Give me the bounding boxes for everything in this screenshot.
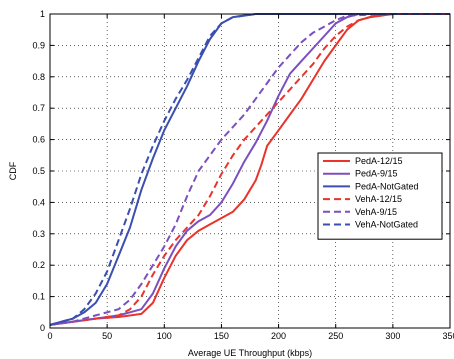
- legend: PedA-12/15 PedA-9/15 PedA-NotGated VehA-12/…: [317, 152, 443, 240]
- x-tick-label: 100: [157, 331, 172, 341]
- series-line-4: [49, 13, 450, 326]
- y-tick-label: 0.4: [32, 197, 45, 207]
- x-tick-label: 200: [271, 331, 286, 341]
- x-axis-label: Average UE Throughput (kbps): [188, 348, 312, 358]
- series-line-2: [49, 13, 450, 326]
- legend-label: PedA-12/15: [355, 156, 403, 166]
- x-tick-label: 0: [47, 331, 52, 341]
- legend-label: PedA-9/15: [355, 169, 398, 179]
- y-tick-label: 0.9: [32, 40, 45, 50]
- y-tick-label: 0.5: [32, 166, 45, 176]
- series-lines: [49, 13, 450, 326]
- series-line-1: [49, 13, 450, 326]
- legend-label: VehA-NotGated: [355, 220, 418, 230]
- series-line-6: [49, 13, 450, 326]
- y-tick-label: 0.7: [32, 103, 45, 113]
- y-tick-label: 0.6: [32, 135, 45, 145]
- y-axis-label: CDF: [8, 161, 18, 180]
- x-tick-label: 300: [385, 331, 400, 341]
- x-tick-label: 250: [328, 331, 343, 341]
- legend-label: VehA-9/15: [355, 207, 397, 217]
- x-tick-label: 150: [214, 331, 229, 341]
- y-tick-label: 0.1: [32, 292, 45, 302]
- legend-label: VehA-12/15: [355, 194, 402, 204]
- legend-label: PedA-NotGated: [355, 181, 419, 191]
- y-tick-label: 0.2: [32, 260, 45, 270]
- y-tick-label: 0: [40, 323, 45, 333]
- series-line-5: [49, 13, 450, 326]
- y-tick-label: 1: [40, 9, 45, 19]
- y-tick-label: 0.8: [32, 72, 45, 82]
- y-tick-label: 0.3: [32, 229, 45, 239]
- axis-ticks: 0 50 100 150 200 250 300 350 0 0.1 0.2 0.3 0.4 0.5 0.6…: [32, 9, 454, 341]
- x-tick-label: 50: [102, 331, 112, 341]
- x-tick-label: 350: [442, 331, 454, 341]
